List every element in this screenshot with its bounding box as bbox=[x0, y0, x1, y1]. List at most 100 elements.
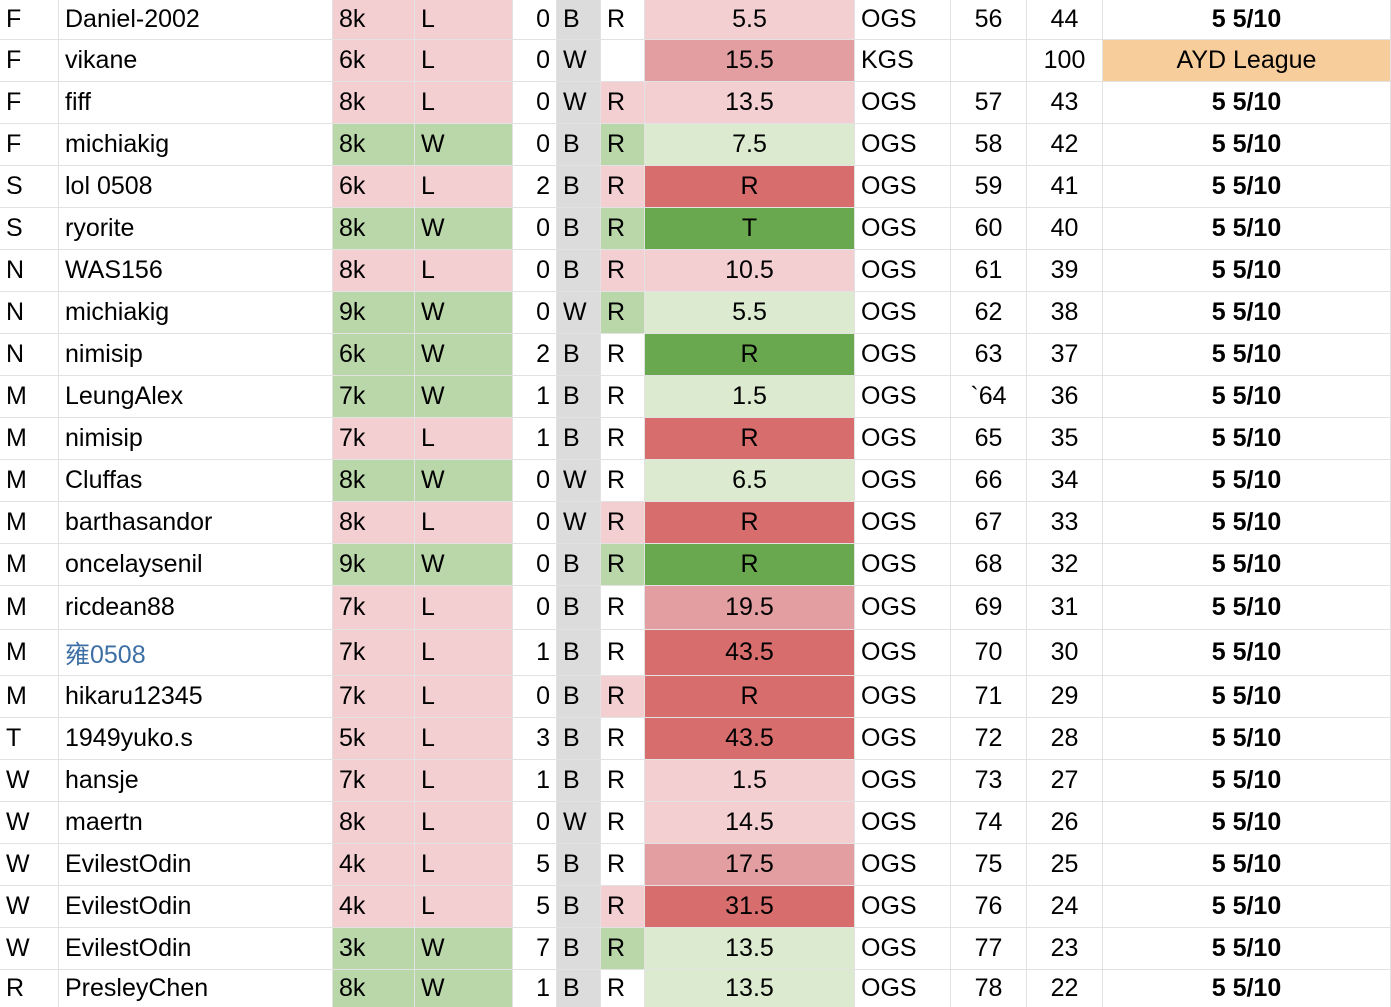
cell-handicap[interactable]: 0 bbox=[513, 502, 557, 543]
cell-rank[interactable]: 6k bbox=[333, 166, 415, 207]
cell-rank[interactable]: 7k bbox=[333, 586, 415, 629]
cell-server[interactable]: OGS bbox=[855, 586, 951, 629]
cell-server[interactable]: OGS bbox=[855, 124, 951, 165]
cell-score[interactable]: R bbox=[645, 544, 855, 585]
cell-rank[interactable]: 7k bbox=[333, 418, 415, 459]
cell-rated[interactable]: R bbox=[601, 928, 645, 969]
cell-score[interactable]: T bbox=[645, 208, 855, 249]
cell-remaining[interactable]: 100 bbox=[1027, 40, 1103, 81]
cell-division[interactable]: M bbox=[0, 502, 59, 543]
cell-score[interactable]: 14.5 bbox=[645, 802, 855, 843]
cell-date[interactable]: 5 5/10 bbox=[1103, 886, 1391, 927]
cell-color[interactable]: B bbox=[557, 334, 601, 375]
cell-server[interactable]: OGS bbox=[855, 208, 951, 249]
cell-game-number[interactable]: 57 bbox=[951, 82, 1027, 123]
cell-server[interactable]: OGS bbox=[855, 718, 951, 759]
cell-opponent-name[interactable]: nimisip bbox=[59, 418, 333, 459]
cell-opponent-name[interactable]: oncelaysenil bbox=[59, 544, 333, 585]
cell-rated[interactable] bbox=[601, 40, 645, 81]
cell-opponent-name[interactable]: Daniel-2002 bbox=[59, 0, 333, 39]
cell-opponent-name[interactable]: EvilestOdin bbox=[59, 844, 333, 885]
cell-date[interactable]: 5 5/10 bbox=[1103, 760, 1391, 801]
cell-date[interactable]: 5 5/10 bbox=[1103, 334, 1391, 375]
cell-result[interactable]: L bbox=[415, 40, 513, 81]
cell-remaining[interactable]: 28 bbox=[1027, 718, 1103, 759]
cell-color[interactable]: B bbox=[557, 208, 601, 249]
cell-rated[interactable]: R bbox=[601, 802, 645, 843]
cell-remaining[interactable]: 32 bbox=[1027, 544, 1103, 585]
cell-handicap[interactable]: 1 bbox=[513, 970, 557, 1007]
cell-rank[interactable]: 8k bbox=[333, 502, 415, 543]
cell-opponent-name[interactable]: EvilestOdin bbox=[59, 886, 333, 927]
cell-opponent-name[interactable]: hansje bbox=[59, 760, 333, 801]
cell-date[interactable]: 5 5/10 bbox=[1103, 802, 1391, 843]
cell-game-number[interactable]: 56 bbox=[951, 0, 1027, 39]
cell-date[interactable]: 5 5/10 bbox=[1103, 166, 1391, 207]
cell-rated[interactable]: R bbox=[601, 376, 645, 417]
cell-result[interactable]: L bbox=[415, 676, 513, 717]
cell-handicap[interactable]: 1 bbox=[513, 760, 557, 801]
cell-remaining[interactable]: 40 bbox=[1027, 208, 1103, 249]
cell-handicap[interactable]: 1 bbox=[513, 418, 557, 459]
cell-division[interactable]: M bbox=[0, 460, 59, 501]
cell-color[interactable]: B bbox=[557, 970, 601, 1007]
cell-color[interactable]: B bbox=[557, 586, 601, 629]
cell-game-number[interactable]: 59 bbox=[951, 166, 1027, 207]
cell-color[interactable]: B bbox=[557, 166, 601, 207]
cell-date[interactable]: 5 5/10 bbox=[1103, 376, 1391, 417]
cell-server[interactable]: OGS bbox=[855, 886, 951, 927]
cell-opponent-name[interactable]: michiakig bbox=[59, 124, 333, 165]
cell-handicap[interactable]: 2 bbox=[513, 334, 557, 375]
cell-date[interactable]: 5 5/10 bbox=[1103, 0, 1391, 39]
cell-date[interactable]: 5 5/10 bbox=[1103, 502, 1391, 543]
cell-date[interactable]: 5 5/10 bbox=[1103, 250, 1391, 291]
cell-rated[interactable]: R bbox=[601, 586, 645, 629]
cell-date[interactable]: 5 5/10 bbox=[1103, 208, 1391, 249]
cell-remaining[interactable]: 39 bbox=[1027, 250, 1103, 291]
cell-score[interactable]: 15.5 bbox=[645, 40, 855, 81]
cell-game-number[interactable] bbox=[951, 40, 1027, 81]
cell-remaining[interactable]: 25 bbox=[1027, 844, 1103, 885]
cell-remaining[interactable]: 36 bbox=[1027, 376, 1103, 417]
cell-handicap[interactable]: 0 bbox=[513, 586, 557, 629]
cell-opponent-name[interactable]: maertn bbox=[59, 802, 333, 843]
cell-remaining[interactable]: 37 bbox=[1027, 334, 1103, 375]
cell-result[interactable]: W bbox=[415, 970, 513, 1007]
cell-result[interactable]: W bbox=[415, 928, 513, 969]
cell-score[interactable]: R bbox=[645, 676, 855, 717]
cell-color[interactable]: W bbox=[557, 502, 601, 543]
cell-score[interactable]: 43.5 bbox=[645, 630, 855, 675]
cell-date[interactable]: AYD League bbox=[1103, 40, 1391, 81]
cell-score[interactable]: 13.5 bbox=[645, 82, 855, 123]
cell-rank[interactable]: 8k bbox=[333, 970, 415, 1007]
cell-remaining[interactable]: 29 bbox=[1027, 676, 1103, 717]
cell-server[interactable]: KGS bbox=[855, 40, 951, 81]
cell-remaining[interactable]: 35 bbox=[1027, 418, 1103, 459]
cell-division[interactable]: F bbox=[0, 40, 59, 81]
cell-game-number[interactable]: 58 bbox=[951, 124, 1027, 165]
cell-result[interactable]: L bbox=[415, 82, 513, 123]
cell-handicap[interactable]: 2 bbox=[513, 166, 557, 207]
cell-date[interactable]: 5 5/10 bbox=[1103, 676, 1391, 717]
cell-result[interactable]: W bbox=[415, 124, 513, 165]
cell-game-number[interactable]: `64 bbox=[951, 376, 1027, 417]
cell-remaining[interactable]: 41 bbox=[1027, 166, 1103, 207]
cell-date[interactable]: 5 5/10 bbox=[1103, 970, 1391, 1007]
cell-opponent-name[interactable]: fiff bbox=[59, 82, 333, 123]
cell-color[interactable]: B bbox=[557, 676, 601, 717]
cell-opponent-name-link[interactable]: 雍0508 bbox=[59, 630, 333, 675]
cell-rated[interactable]: R bbox=[601, 970, 645, 1007]
cell-rated[interactable]: R bbox=[601, 124, 645, 165]
cell-handicap[interactable]: 0 bbox=[513, 676, 557, 717]
cell-server[interactable]: OGS bbox=[855, 544, 951, 585]
cell-rated[interactable]: R bbox=[601, 208, 645, 249]
cell-score[interactable]: R bbox=[645, 334, 855, 375]
cell-division[interactable]: M bbox=[0, 586, 59, 629]
cell-opponent-name[interactable]: lol 0508 bbox=[59, 166, 333, 207]
cell-rank[interactable]: 4k bbox=[333, 886, 415, 927]
cell-rank[interactable]: 6k bbox=[333, 40, 415, 81]
cell-game-number[interactable]: 68 bbox=[951, 544, 1027, 585]
cell-remaining[interactable]: 26 bbox=[1027, 802, 1103, 843]
cell-result[interactable]: W bbox=[415, 334, 513, 375]
cell-score[interactable]: 5.5 bbox=[645, 292, 855, 333]
